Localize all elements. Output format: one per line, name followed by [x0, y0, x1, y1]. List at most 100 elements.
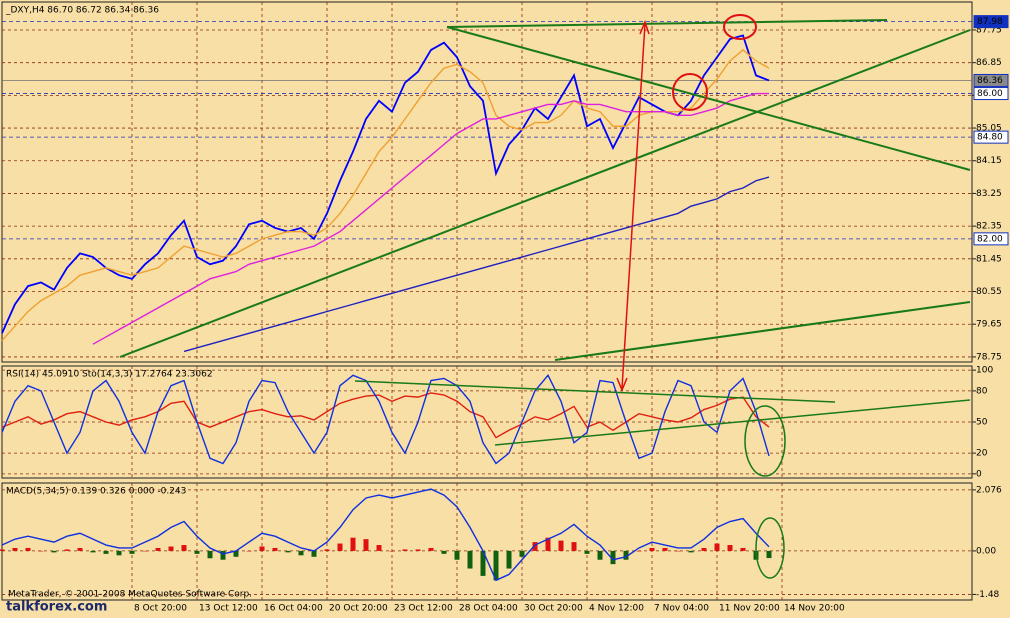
histogram-bar — [350, 537, 356, 551]
y-tick-label: 86.85 — [976, 58, 1002, 68]
histogram-bar — [454, 550, 460, 560]
x-tick-label: 7 Nov 04:00 — [654, 604, 709, 614]
panel-title: _DXY,H4 86.70 86.72 86.34 86.36 — [5, 6, 159, 16]
histogram-bar — [142, 550, 148, 552]
series-line — [92, 92, 769, 345]
series-line — [1, 49, 770, 342]
histogram-bar — [77, 547, 83, 551]
histogram-bar — [545, 537, 551, 551]
copyright: MetaTrader, © 2001-2008 MetaQuotes Softw… — [8, 590, 252, 600]
y-tick-label: 79.65 — [976, 320, 1002, 330]
histogram-bar — [766, 550, 772, 559]
histogram-bar — [25, 547, 31, 551]
level-box — [973, 232, 1009, 246]
series-line — [183, 176, 770, 353]
histogram-bar — [415, 549, 421, 551]
highlight-circle — [755, 517, 785, 579]
series-line — [1, 374, 770, 465]
histogram-bar — [740, 547, 746, 551]
histogram-bar — [532, 542, 538, 551]
histogram-bar — [129, 550, 135, 554]
histogram-bar — [441, 550, 447, 554]
x-tick-label: 11 Nov 20:00 — [719, 604, 780, 614]
histogram-bar — [506, 550, 512, 569]
histogram-bar — [701, 547, 707, 551]
y-tick-label: 83.25 — [976, 189, 1002, 199]
trend-line — [354, 380, 836, 403]
histogram-bar — [662, 547, 668, 551]
y-tick-label: 85.05 — [976, 124, 1002, 134]
arrow-head — [639, 19, 650, 35]
histogram-bar — [571, 542, 577, 551]
level-box — [973, 130, 1009, 144]
histogram-bar — [584, 550, 590, 554]
x-tick-label: 13 Oct 12:00 — [199, 604, 258, 614]
histogram-bar — [194, 550, 200, 554]
histogram-bar — [181, 545, 187, 551]
series-line — [1, 34, 770, 334]
histogram-bar — [51, 550, 57, 553]
histogram-bar — [285, 550, 291, 553]
x-tick-label: 14 Nov 20:00 — [784, 604, 845, 614]
level-box — [973, 15, 1009, 29]
histogram-bar — [272, 547, 278, 551]
histogram-bar — [64, 549, 70, 551]
x-tick-label: 20 Oct 20:00 — [329, 604, 388, 614]
histogram-bar — [610, 550, 616, 565]
y-tick-label: -1.48 — [976, 590, 1000, 600]
level-label: 86.36 — [977, 76, 1003, 86]
histogram-bar — [0, 549, 5, 551]
histogram-bar — [259, 546, 265, 551]
highlight-circle — [744, 405, 786, 477]
arrow-head — [616, 377, 628, 392]
panel — [1, 1, 973, 363]
level-label: 84.80 — [977, 133, 1003, 143]
y-tick-label: 81.45 — [976, 254, 1002, 264]
trend-line — [446, 19, 888, 28]
x-tick-label: 16 Oct 04:00 — [264, 604, 323, 614]
arrow — [621, 23, 646, 389]
histogram-bar — [558, 540, 564, 551]
drawings — [119, 14, 971, 579]
histogram-bar — [636, 550, 642, 552]
highlight-circle — [723, 14, 757, 40]
trend-line — [494, 399, 971, 446]
histogram-bar — [116, 550, 122, 556]
histogram-bar — [207, 550, 213, 559]
y-tick-label: 80.55 — [976, 287, 1002, 297]
histogram-bar — [727, 545, 733, 551]
y-tick-label: 100 — [976, 366, 993, 376]
y-tick-label: 0.00 — [976, 546, 996, 556]
panel-title: MACD(5,34,5) 0.139 0.326 0.000 -0.243 — [6, 487, 186, 497]
histogram-bar — [38, 550, 44, 552]
x-tick-label: 4 Nov 12:00 — [589, 604, 644, 614]
histogram-bar — [298, 550, 304, 556]
y-tick-label: 20 — [976, 449, 988, 459]
histogram-bar — [363, 539, 369, 551]
level-box — [973, 73, 1009, 87]
trend-line — [446, 26, 971, 171]
histogram-bar — [324, 549, 330, 551]
level-label: 86.00 — [977, 89, 1003, 99]
x-tick-label: 23 Oct 12:00 — [394, 604, 453, 614]
y-tick-label: 2.076 — [976, 485, 1002, 495]
x-tick-label: 8 Oct 20:00 — [134, 604, 187, 614]
level-label: 82.00 — [977, 234, 1003, 244]
level-box — [973, 87, 1009, 101]
histogram-bar — [376, 545, 382, 551]
x-tick-label: 28 Oct 04:00 — [459, 604, 518, 614]
y-tick-label: 87.75 — [976, 25, 1002, 35]
histogram-bar — [428, 547, 434, 551]
histogram-bar — [337, 543, 343, 551]
y-tick-label: 84.15 — [976, 156, 1002, 166]
histogram-bar — [12, 547, 18, 551]
histogram-bar — [688, 550, 694, 553]
histogram-bar — [519, 550, 525, 557]
y-tick-label: 82.35 — [976, 222, 1002, 232]
histogram-bar — [467, 550, 473, 569]
histogram-bar — [402, 549, 408, 551]
histogram-bar — [493, 550, 499, 581]
series-line — [1, 488, 770, 582]
